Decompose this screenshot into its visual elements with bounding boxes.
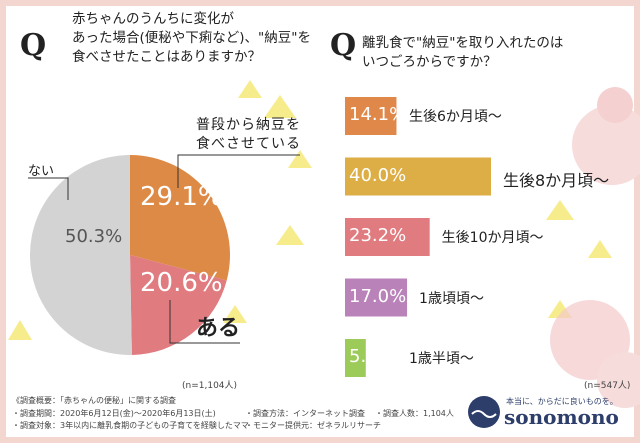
category-label: 普段から納豆を食べさせている [196, 117, 301, 152]
survey-item: ・調査方法：インターネット調査 [245, 409, 365, 418]
pie-slice [30, 155, 132, 355]
category-label: 1歳半頃～ [409, 351, 474, 367]
value-label: 17.0% [349, 285, 407, 307]
logo-wave [471, 410, 497, 418]
bar [345, 97, 397, 135]
category-label: ある [196, 316, 241, 341]
value-label: 14.1% [349, 104, 407, 125]
leader-line [28, 177, 69, 200]
value-label: 40.0% [349, 164, 407, 186]
bar [345, 157, 491, 196]
category-label: 生後6か月頃～ [409, 109, 502, 125]
leader-line [177, 154, 300, 188]
value-label: 20.6% [140, 268, 223, 298]
bar [345, 339, 366, 377]
leader-line [169, 300, 240, 344]
sample-note: (n=547人) [584, 381, 631, 391]
question-line: いつごろからですか？ [362, 54, 497, 70]
category-label: 生後10か月頃～ [441, 230, 544, 246]
decor [8, 80, 612, 340]
category-label: 生後8か月頃～ [503, 170, 610, 190]
category-label: ない [28, 164, 55, 179]
bar [345, 218, 430, 256]
question-line: あった場合(便秘や下痢など)、"納豆"を [72, 30, 311, 46]
logo-mark [468, 396, 500, 428]
question-line: 赤ちゃんのうんちに変化が [72, 11, 234, 27]
survey-item: ・調査対象：3年以内に離乳食期の子どもの子育てを経験したママ [12, 421, 249, 430]
value-label: 5.7% [349, 346, 395, 367]
pie-slice [130, 155, 231, 281]
survey-item: ・調査人数：1,104人 [375, 409, 454, 418]
value-label: 29.1% [140, 182, 223, 212]
value-label: 23.2% [349, 225, 407, 246]
sample-note: (n=1,104人) [182, 381, 238, 391]
decor-circles [550, 87, 640, 408]
pie-slice [130, 255, 227, 355]
survey-item: ・調査期間：2020年6月12日(金)～2020年6月13日(土) [12, 409, 216, 418]
question-line: 離乳食で"納豆"を取り入れたのは [362, 35, 564, 51]
survey-heading: 《調査概要：「赤ちゃんの便秘」に関する調査 [12, 396, 176, 405]
logo: sonomono [504, 405, 619, 429]
question-line: 食べさせたことはありますか？ [72, 49, 261, 65]
bar [345, 278, 408, 317]
question-marker: Q [20, 28, 47, 63]
value-label: 50.3% [65, 226, 123, 247]
logo-tagline: 本当に、からだに良いものを。 [506, 397, 618, 406]
category-label: 1歳頃頃～ [419, 290, 484, 307]
question-marker: Q [330, 28, 357, 63]
survey-item: ・モニター提供元：ゼネラルリサーチ [245, 421, 381, 430]
